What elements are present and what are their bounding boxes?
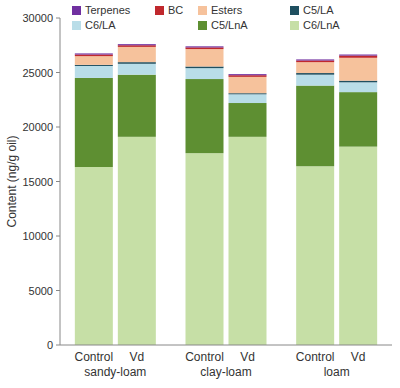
bar-segment: [339, 82, 377, 92]
legend-label: C6/LnA: [303, 19, 340, 31]
y-tick-label: 5000: [29, 285, 53, 297]
bar-segment: [186, 67, 224, 69]
y-tick-label: 20000: [22, 121, 53, 133]
group-label: loam: [324, 365, 350, 379]
bar-segment: [75, 53, 113, 54]
bar-segment: [339, 56, 377, 58]
y-tick: [56, 127, 60, 128]
legend-swatch: [198, 21, 207, 30]
bar-segment: [229, 137, 267, 345]
bar-segment: [186, 68, 224, 79]
bar-segment: [296, 59, 334, 60]
y-axis: [60, 18, 61, 345]
legend-label: C5/LnA: [211, 19, 248, 31]
legend: Terpenes BC Esters C5/LA C6/LA C5/LnA C6/LnA: [72, 4, 340, 31]
legend-label: C6/LA: [85, 19, 116, 31]
bar-segment: [229, 77, 267, 93]
bar-segment: [186, 46, 224, 47]
bar-segment: [118, 44, 156, 45]
bar-segment: [75, 56, 113, 65]
bar-segment: [118, 47, 156, 62]
bar-segment: [75, 65, 113, 66]
y-tick-label: 25000: [22, 67, 53, 79]
x-axis: [60, 345, 392, 346]
bar-segment: [229, 94, 267, 103]
bar-segment: [229, 93, 267, 94]
bar-segment: [118, 75, 156, 137]
bar-segment: [186, 49, 224, 66]
y-tick: [56, 290, 60, 291]
legend-label: Terpenes: [85, 4, 131, 16]
bar-segment: [118, 62, 156, 64]
y-tick: [56, 345, 60, 346]
bar-segment: [75, 167, 113, 345]
bar-segment: [339, 81, 377, 83]
chart: 0 5000 10000 15000 20000 25000 30000 Content (n…: [0, 0, 400, 388]
legend-swatch: [72, 21, 81, 30]
bar-segment: [229, 103, 267, 137]
y-tick-label: 30000: [22, 12, 53, 24]
bar-segment: [75, 55, 113, 57]
bar-segment: [118, 64, 156, 75]
bar-segment: [339, 147, 377, 345]
x-tick-label: Vd: [129, 350, 144, 364]
x-tick-label: Control: [296, 350, 335, 364]
bar-segment: [296, 73, 334, 75]
legend-label: BC: [168, 4, 183, 16]
group-label: sandy-loam: [84, 365, 146, 379]
y-tick-label: 15000: [22, 176, 53, 188]
bar-segment: [186, 47, 224, 49]
y-tick: [56, 72, 60, 73]
bar-segment: [296, 75, 334, 86]
bar-segment: [75, 66, 113, 78]
y-axis-title: Content (ng/g oil): [5, 135, 19, 227]
bar-segment: [296, 86, 334, 167]
bar-segment: [339, 92, 377, 146]
y-tick: [56, 181, 60, 182]
bar-segment: [186, 79, 224, 153]
y-tick: [56, 236, 60, 237]
x-tick-label: Vd: [351, 350, 366, 364]
x-tick-label: Control: [185, 350, 224, 364]
legend-swatch: [198, 6, 207, 15]
y-tick: [56, 18, 60, 19]
legend-swatch: [72, 6, 81, 15]
bar-segment: [296, 62, 334, 73]
y-tick-label: 10000: [22, 230, 53, 242]
group-label: clay-loam: [200, 365, 251, 379]
legend-swatch: [290, 21, 299, 30]
legend-label: Esters: [211, 4, 243, 16]
bar-segment: [339, 55, 377, 56]
bar-segment: [229, 74, 267, 75]
bar-segment: [118, 45, 156, 47]
legend-label: C5/LA: [303, 4, 334, 16]
legend-swatch: [290, 6, 299, 15]
bar-segment: [186, 153, 224, 345]
bar-segment: [75, 78, 113, 167]
bar-segment: [296, 61, 334, 63]
y-tick-label: 0: [47, 339, 53, 351]
x-tick-label: Vd: [240, 350, 255, 364]
bar-segment: [339, 58, 377, 81]
bar-segment: [296, 166, 334, 345]
legend-swatch: [155, 6, 164, 15]
bar-segment: [118, 137, 156, 345]
bar-segment: [229, 75, 267, 77]
bars: [75, 44, 377, 345]
x-tick-label: Control: [74, 350, 113, 364]
